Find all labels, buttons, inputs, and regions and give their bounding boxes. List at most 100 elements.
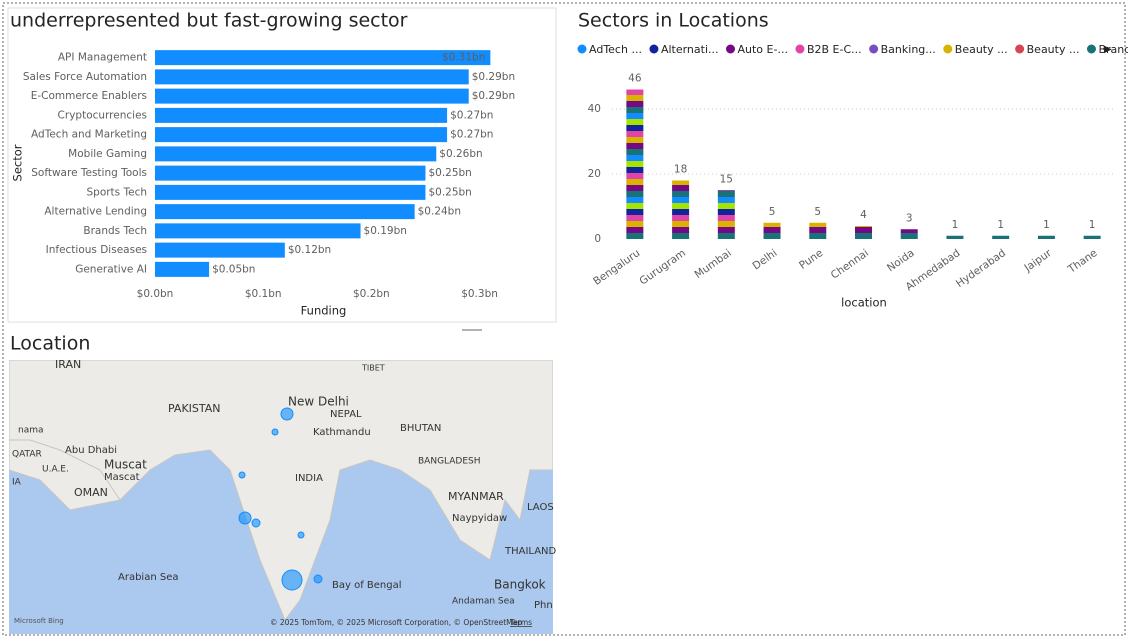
x-tick-label: $0.3bn [461, 288, 498, 300]
data-label: $0.24bn [418, 206, 461, 218]
y-tick-label: 0 [594, 233, 601, 245]
y-tick-label: AdTech and Marketing [31, 129, 147, 141]
data-label: 1 [952, 219, 959, 231]
bar-stack [1037, 235, 1055, 239]
map-label: IRAN [55, 358, 81, 371]
data-label: 46 [628, 73, 642, 85]
map-label: INDIA [295, 473, 323, 484]
data-label: $0.05bn [212, 263, 255, 275]
y-tick-label: Brands Tech [83, 225, 147, 237]
chart-title: Sectors in Locations [578, 10, 769, 32]
data-label: 5 [814, 206, 821, 218]
bar-stack [672, 180, 690, 239]
bar [155, 165, 426, 181]
y-tick-label: Infectious Diseases [46, 244, 147, 256]
data-label: $0.29bn [472, 90, 515, 102]
legend-entry: Banking... [881, 43, 936, 56]
y-tick-label: Generative AI [75, 263, 147, 275]
bar [155, 127, 448, 143]
map-label: nama [18, 426, 44, 436]
y-axis-title: Sector [11, 144, 25, 181]
map [9, 360, 553, 634]
bar [155, 88, 469, 104]
y-tick-label: 40 [588, 103, 601, 115]
bar-stack [1083, 235, 1101, 239]
bubble [297, 531, 305, 539]
x-tick-label: Jaipur [1021, 247, 1054, 275]
legend-marker [943, 44, 953, 54]
legend-entry: Beauty ... [1027, 43, 1080, 56]
y-tick-label: Sports Tech [86, 186, 147, 198]
bubble [280, 407, 294, 421]
map-label: LAOS [527, 502, 554, 513]
map-label: Arabian Sea [118, 572, 178, 583]
bar-stack [946, 235, 964, 239]
data-label: $0.29bn [472, 71, 515, 83]
map-label: NEPAL [330, 409, 362, 420]
x-tick-label: Pune [797, 247, 825, 272]
legend-entry: Brands ... [1098, 43, 1128, 56]
legend-marker [649, 44, 659, 54]
border [9, 439, 121, 501]
x-axis-title: Funding [301, 304, 347, 318]
bubble [251, 518, 261, 528]
legend-entry: Auto E-... [738, 43, 788, 56]
x-tick-label: Bengaluru [591, 247, 642, 288]
data-label: $0.25bn [428, 167, 471, 179]
terms-link[interactable]: Terms [509, 618, 532, 627]
bubble [238, 471, 246, 479]
data-label: $0.25bn [428, 186, 471, 198]
legend-marker [1086, 44, 1096, 54]
map-label: Bay of Bengal [332, 580, 402, 591]
map-label: QATAR [12, 450, 42, 460]
bubble [271, 428, 279, 436]
bar [155, 146, 437, 162]
map-label: THAILAND [504, 546, 557, 557]
chart-title: underrepresented but fast-growing sector [10, 10, 408, 32]
legend-entry: AdTech ... [589, 43, 642, 56]
land [9, 360, 553, 621]
map-label: Phn [534, 600, 553, 611]
data-label: $0.31bn [442, 52, 485, 64]
data-label: $0.12bn [288, 244, 331, 256]
map-label: Mascat [104, 472, 140, 483]
x-axis-title: location [841, 296, 887, 310]
bar-stack [809, 222, 827, 239]
x-tick-label: $0.2bn [353, 288, 390, 300]
bar [155, 50, 491, 66]
x-tick-label: Chennai [829, 247, 871, 282]
legend-next[interactable]: ▶ [1104, 44, 1112, 55]
y-tick-label: Cryptocurrencies [58, 109, 147, 121]
x-tick-label: Mumbai [692, 247, 733, 281]
data-label: 1 [997, 219, 1004, 231]
x-tick-label: $0.1bn [245, 288, 282, 300]
legend-marker [577, 44, 587, 54]
bar [155, 184, 426, 200]
map-label: MYANMAR [448, 490, 504, 503]
data-label: $0.27bn [450, 129, 493, 141]
legend-entry: Beauty ... [955, 43, 1008, 56]
bar-stack [717, 190, 735, 239]
x-tick-label: Hyderabad [954, 247, 1008, 290]
y-tick-label: E-Commerce Enablers [31, 90, 147, 102]
x-tick-label: $0.0bn [137, 288, 174, 300]
legend-marker [726, 44, 735, 54]
x-tick-label: Thane [1065, 247, 1099, 276]
bar [155, 69, 469, 85]
data-label: 15 [720, 173, 733, 185]
data-label: $0.19bn [364, 225, 407, 237]
x-tick-label: Delhi [750, 247, 779, 272]
attribution: Microsoft Bing [14, 617, 64, 625]
data-label: 1 [1089, 219, 1096, 231]
bar-stack [855, 226, 872, 239]
map-label: Bangkok [494, 578, 546, 592]
bar-stack [763, 222, 781, 239]
map-label: Abu Dhabi [65, 445, 117, 456]
y-tick-label: Alternative Lending [44, 206, 147, 218]
y-tick-label: 20 [588, 168, 601, 180]
copyright: © 2025 TomTom, © 2025 Microsoft Corporat… [270, 618, 522, 627]
legend-entry: B2B E-C... [807, 43, 862, 56]
panel [7, 7, 557, 323]
